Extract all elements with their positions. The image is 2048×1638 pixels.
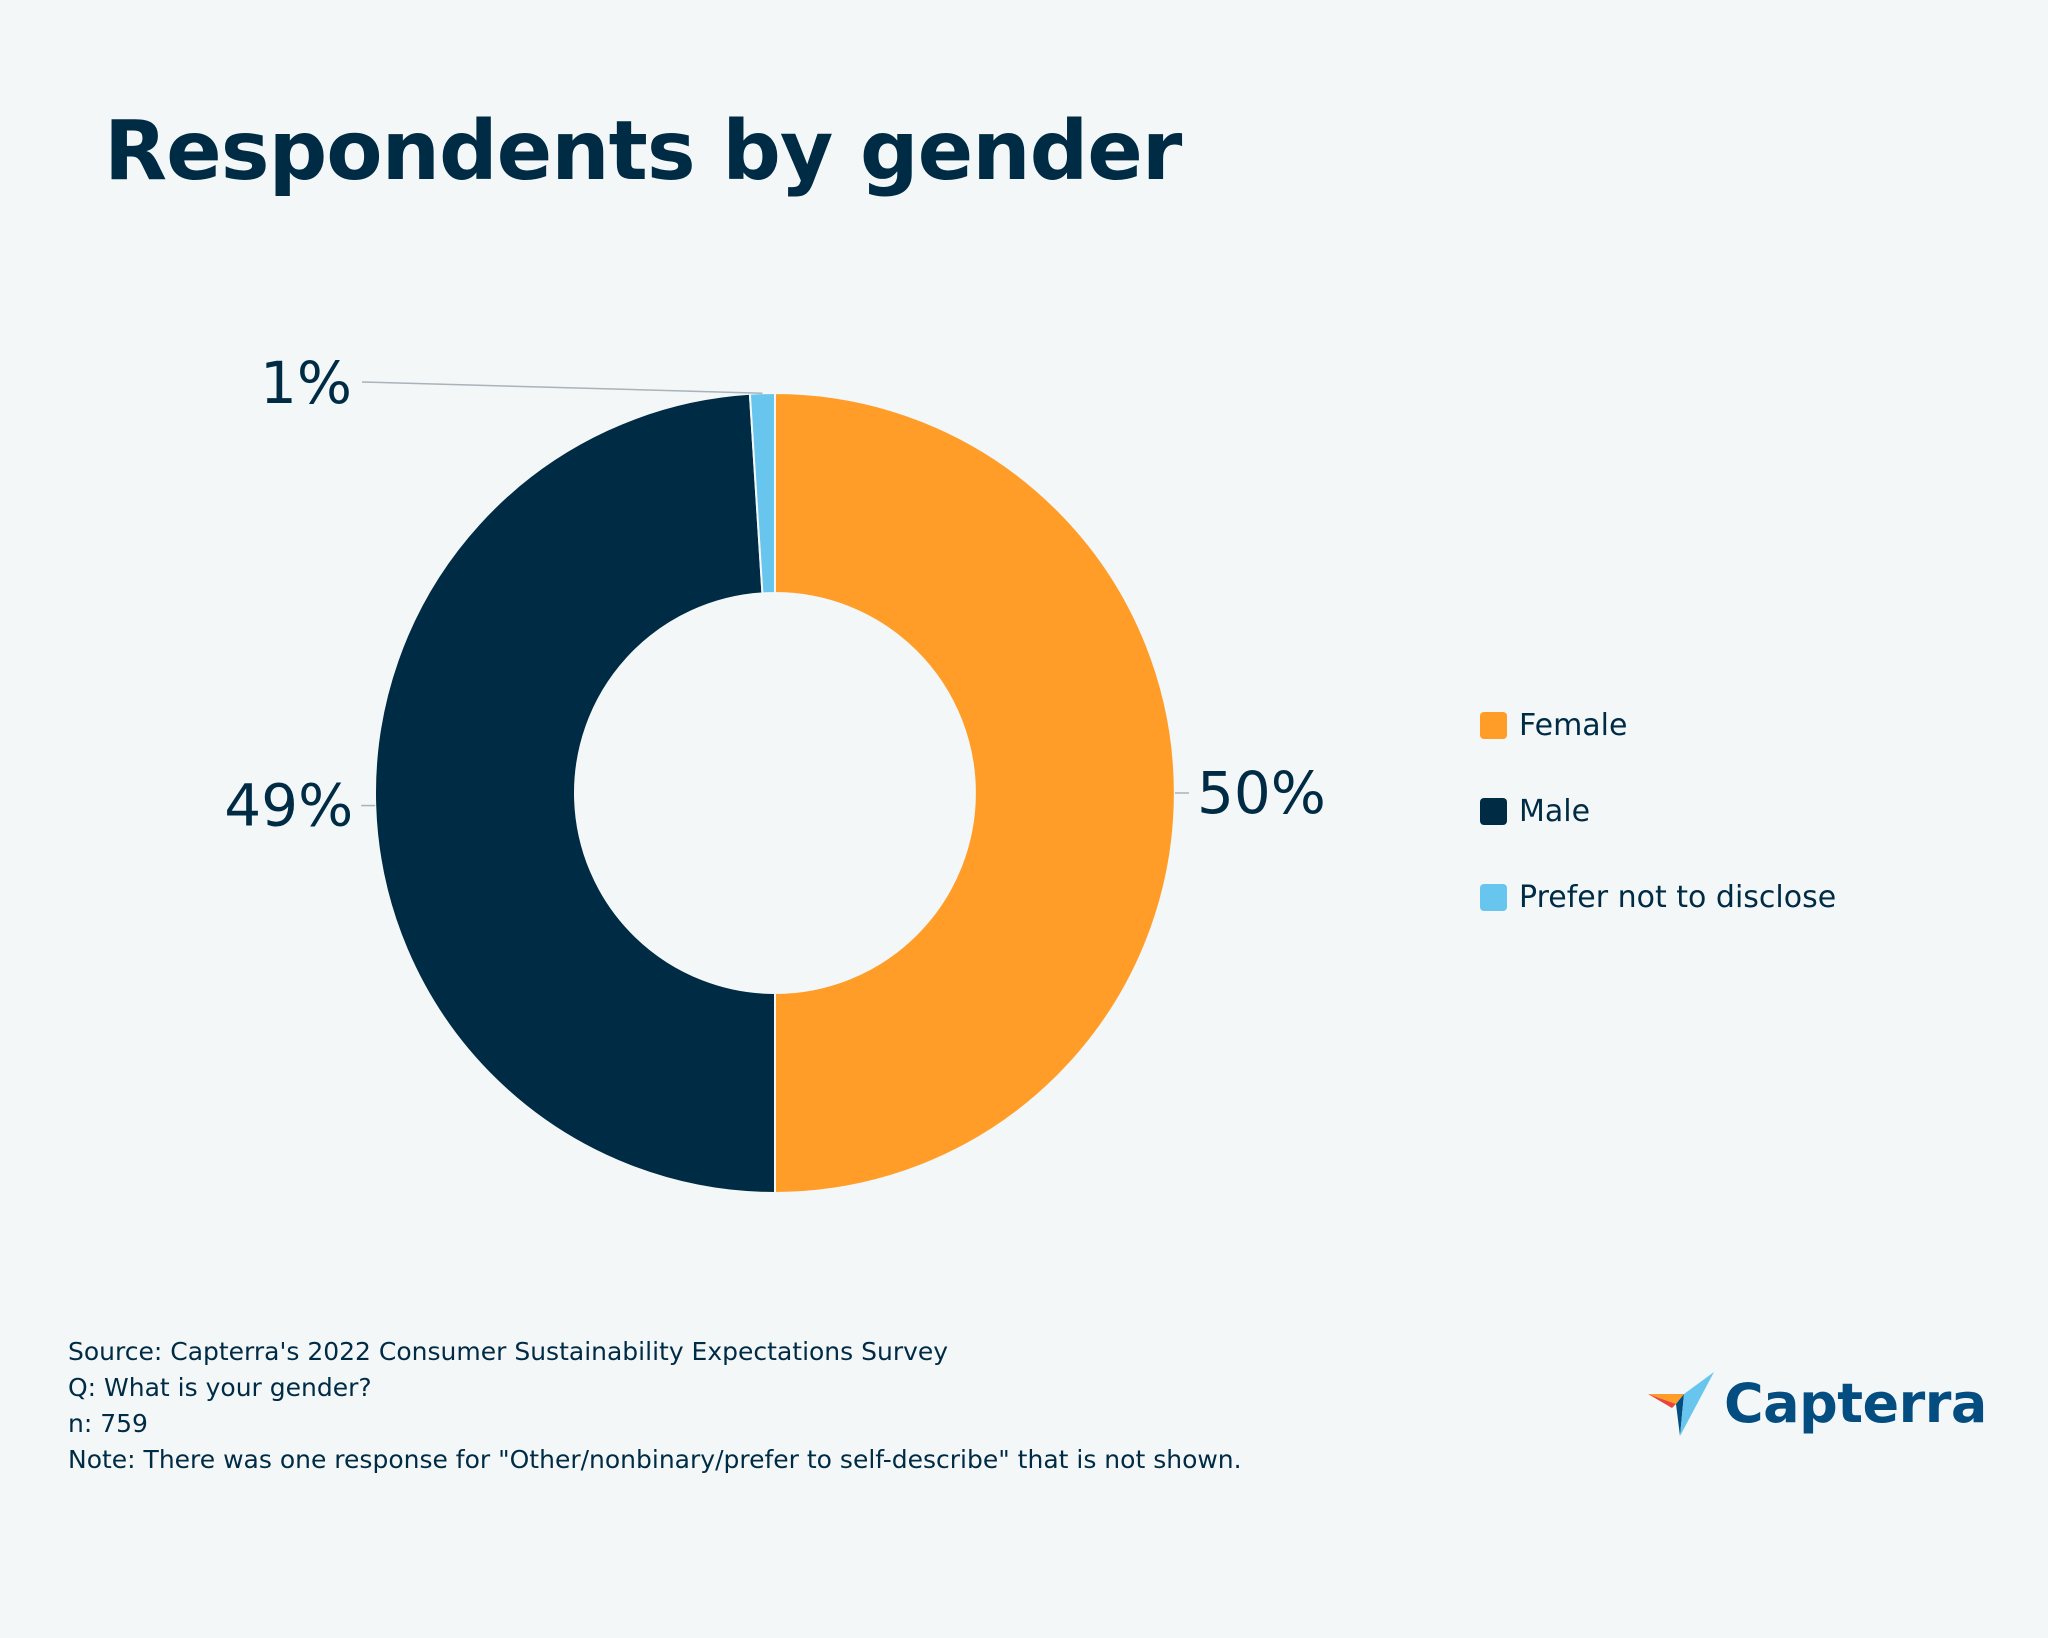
footnotes: Source: Capterra's 2022 Consumer Sustain… [68, 1334, 1242, 1478]
legend-label-prefer-not: Prefer not to disclose [1519, 879, 1837, 915]
legend-label-female: Female [1519, 707, 1628, 743]
legend-item-female: Female [1480, 682, 1836, 768]
legend-swatch-female [1480, 711, 1507, 739]
capterra-arrow-icon [1648, 1372, 1714, 1436]
legend-item-male: Male [1480, 768, 1836, 854]
disclaimer-note: Note: There was one response for "Other/… [68, 1445, 1242, 1474]
legend-label-male: Male [1519, 793, 1591, 829]
label-female: 50% [1197, 759, 1326, 827]
chart-title: Respondents by gender [104, 104, 1182, 199]
slice-female [774, 391, 1176, 1195]
legend-swatch-prefer-not [1480, 883, 1507, 911]
capterra-wordmark: Capterra [1724, 1371, 1987, 1435]
label-prefer-not: 1% [260, 349, 352, 417]
slice-male [374, 392, 776, 1195]
label-male: 49% [224, 772, 353, 840]
leader-line [361, 381, 763, 394]
question-note: Q: What is your gender? [68, 1373, 372, 1402]
legend-item-prefer-not: Prefer not to disclose [1480, 854, 1836, 940]
legend: Female Male Prefer not to disclose [1480, 682, 1836, 940]
legend-swatch-male [1480, 797, 1507, 825]
sample-size-note: n: 759 [68, 1409, 148, 1438]
source-note: Source: Capterra's 2022 Consumer Sustain… [68, 1337, 949, 1366]
capterra-logo: Capterra [1646, 1368, 1987, 1438]
